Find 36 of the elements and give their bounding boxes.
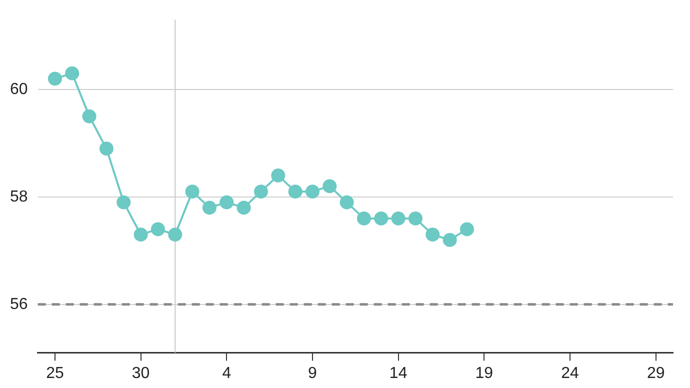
point <box>288 184 302 199</box>
point <box>168 228 182 242</box>
point <box>116 195 131 210</box>
point <box>322 179 337 194</box>
point <box>426 228 440 242</box>
point <box>305 184 320 199</box>
point <box>271 168 286 182</box>
point <box>236 200 251 215</box>
point <box>408 211 422 226</box>
point <box>374 211 388 226</box>
x-tick-label: 19 <box>475 364 494 382</box>
point <box>82 109 96 124</box>
y-tick-label: 58 <box>10 188 28 206</box>
point <box>460 222 474 236</box>
point <box>202 200 216 215</box>
point <box>150 222 165 236</box>
x-tick-label: 25 <box>46 364 64 382</box>
point <box>99 142 114 156</box>
y-tick-label: 56 <box>10 296 28 313</box>
point <box>65 66 80 80</box>
x-tick-label: 29 <box>646 364 665 382</box>
x-tick-label: 4 <box>222 364 232 382</box>
point <box>220 195 234 210</box>
point <box>254 184 268 199</box>
x-tick-label: 30 <box>132 364 150 382</box>
point <box>134 228 148 242</box>
x-tick-label: 24 <box>561 364 579 382</box>
point <box>391 211 406 226</box>
x-tick-label: 9 <box>308 364 318 382</box>
point <box>442 232 457 247</box>
point <box>340 195 354 210</box>
y-tick-label: 60 <box>10 80 28 98</box>
point <box>185 184 200 199</box>
x-tick-label: 14 <box>389 364 408 382</box>
point <box>48 72 62 86</box>
point <box>356 211 371 226</box>
